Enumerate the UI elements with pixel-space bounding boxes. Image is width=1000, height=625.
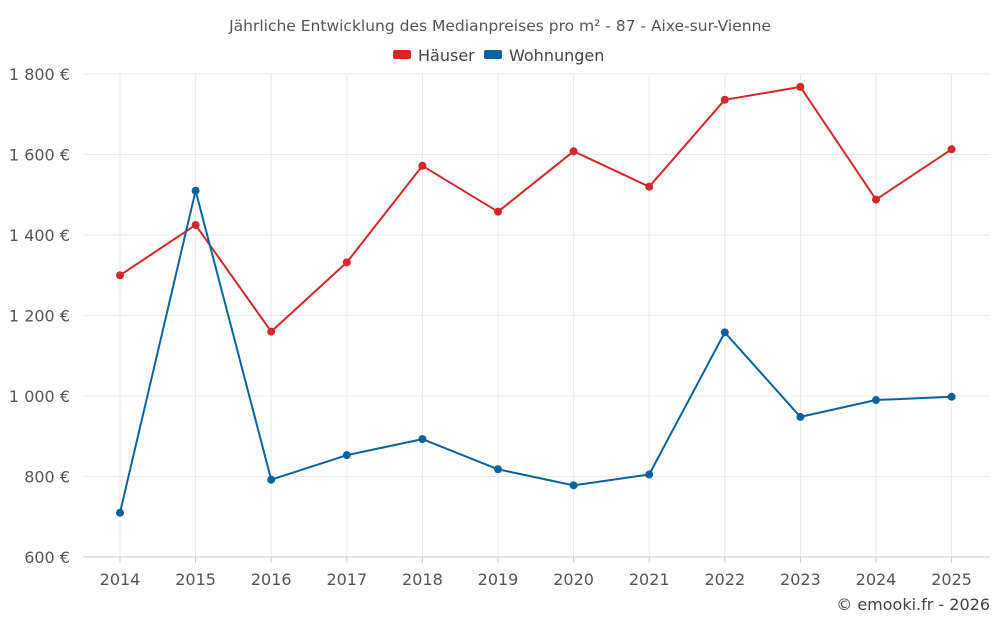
x-tick-label: 2024 [856,570,897,589]
data-point-haeuser[interactable] [645,182,654,191]
y-tick-label: 1 400 € [9,226,70,245]
data-point-wohnungen[interactable] [947,392,956,401]
x-tick-label: 2022 [704,570,745,589]
data-point-haeuser[interactable] [947,145,956,154]
data-point-wohnungen[interactable] [720,328,729,337]
data-point-haeuser[interactable] [418,161,427,170]
x-tick-label: 2016 [251,570,292,589]
x-tick-label: 2018 [402,570,443,589]
data-point-wohnungen[interactable] [267,475,276,484]
x-tick-label: 2017 [326,570,367,589]
y-tick-label: 1 000 € [9,387,70,406]
data-point-haeuser[interactable] [116,271,124,280]
chart-title: Jährliche Entwicklung des Medianpreises … [228,17,771,35]
data-point-haeuser[interactable] [494,207,502,216]
data-point-wohnungen[interactable] [418,435,427,444]
data-point-wohnungen[interactable] [569,481,578,490]
x-tick-label: 2015 [175,570,216,589]
x-tick-label: 2021 [629,570,670,589]
x-tick-label: 2025 [931,570,972,589]
x-tick-label: 2014 [100,570,141,589]
data-point-wohnungen[interactable] [645,470,654,479]
data-point-haeuser[interactable] [267,327,276,336]
y-tick-label: 600 € [24,548,70,567]
x-tick-label: 2023 [780,570,821,589]
credit-text: © emooki.fr - 2026 [836,595,990,614]
data-point-wohnungen[interactable] [494,465,502,474]
data-point-haeuser[interactable] [872,195,880,204]
data-point-wohnungen[interactable] [342,451,351,460]
legend-label-wohnungen[interactable]: Wohnungen [509,46,604,65]
y-tick-label: 800 € [24,468,70,487]
series [116,82,956,517]
legend-swatch-wohnungen[interactable] [484,50,502,59]
x-tick-label: 2020 [553,570,594,589]
data-point-wohnungen[interactable] [872,396,880,405]
y-tick-label: 1 600 € [9,146,70,165]
series-line-haeuser [119,85,953,333]
data-point-wohnungen[interactable] [191,186,200,195]
legend-label-haeuser[interactable]: Häuser [418,46,475,65]
data-point-haeuser[interactable] [720,95,729,104]
data-point-haeuser[interactable] [191,220,200,229]
data-point-haeuser[interactable] [342,258,351,267]
data-point-wohnungen[interactable] [116,508,124,517]
legend-swatch-haeuser[interactable] [393,50,411,59]
series-line-wohnungen [119,189,952,513]
y-tick-label: 1 800 € [9,65,70,84]
data-point-wohnungen[interactable] [796,412,805,421]
legend: Häuser Wohnungen [393,46,604,65]
data-point-haeuser[interactable] [569,147,578,156]
axes: 600 € 800 € 1 000 € 1 200 € 1 400 € 1 600 € 1 … [9,65,990,589]
data-point-haeuser[interactable] [796,82,805,91]
y-tick-label: 1 200 € [9,307,70,326]
grid [83,73,990,557]
x-tick-label: 2019 [478,570,519,589]
